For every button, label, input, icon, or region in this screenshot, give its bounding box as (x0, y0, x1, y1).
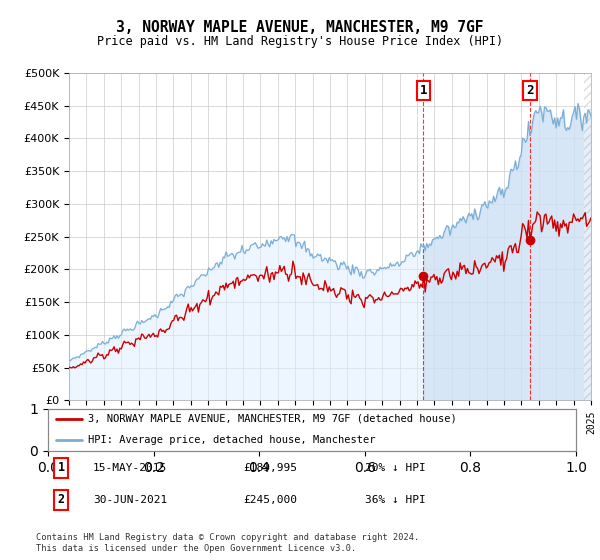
Text: 30-JUN-2021: 30-JUN-2021 (93, 495, 167, 505)
Text: HPI: Average price, detached house, Manchester: HPI: Average price, detached house, Manc… (88, 435, 375, 445)
Text: £245,000: £245,000 (244, 495, 298, 505)
Text: 3, NORWAY MAPLE AVENUE, MANCHESTER, M9 7GF: 3, NORWAY MAPLE AVENUE, MANCHESTER, M9 7… (116, 20, 484, 35)
Text: 1: 1 (419, 84, 427, 97)
Text: 2: 2 (526, 84, 534, 97)
Text: 1: 1 (58, 461, 65, 474)
Text: 20% ↓ HPI: 20% ↓ HPI (365, 463, 425, 473)
Text: £189,995: £189,995 (244, 463, 298, 473)
Text: Contains HM Land Registry data © Crown copyright and database right 2024.
This d: Contains HM Land Registry data © Crown c… (36, 533, 419, 553)
Text: 2: 2 (58, 493, 65, 506)
Text: Price paid vs. HM Land Registry's House Price Index (HPI): Price paid vs. HM Land Registry's House … (97, 35, 503, 48)
Text: 3, NORWAY MAPLE AVENUE, MANCHESTER, M9 7GF (detached house): 3, NORWAY MAPLE AVENUE, MANCHESTER, M9 7… (88, 414, 457, 424)
Text: 15-MAY-2015: 15-MAY-2015 (93, 463, 167, 473)
Text: 36% ↓ HPI: 36% ↓ HPI (365, 495, 425, 505)
